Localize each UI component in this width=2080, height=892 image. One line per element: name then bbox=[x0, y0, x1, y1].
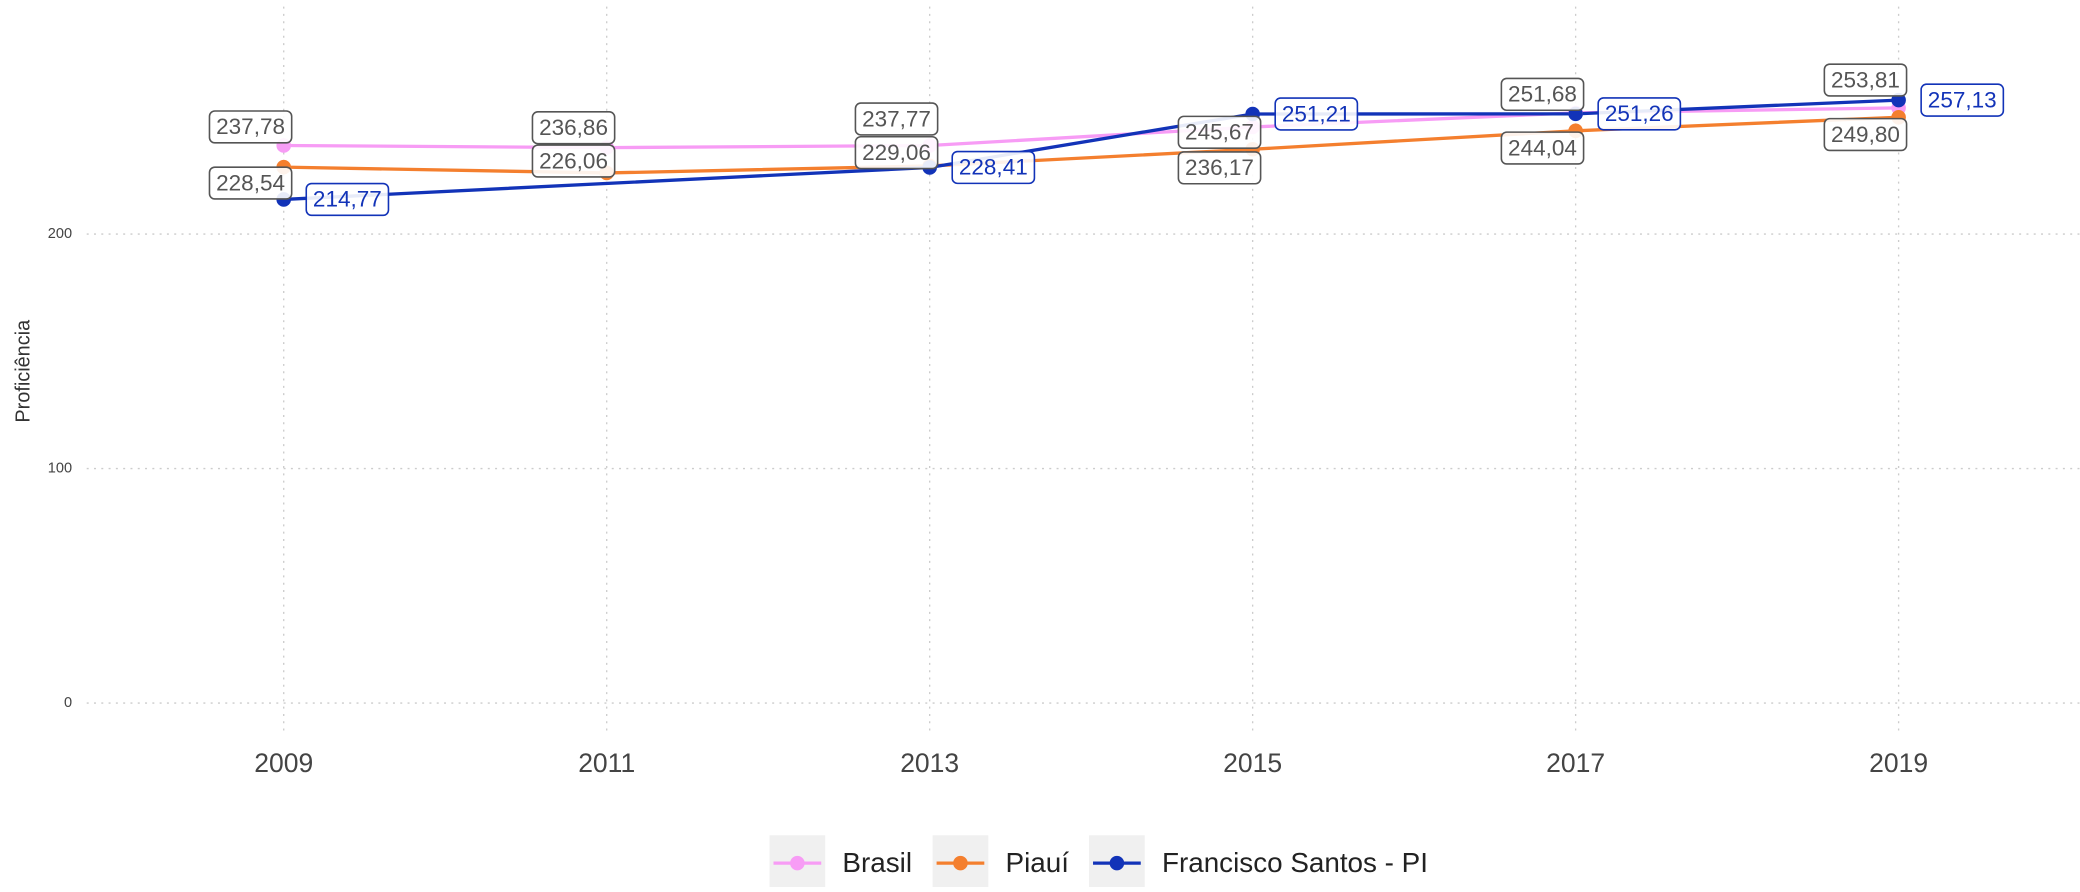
data-label: 251,26 bbox=[1597, 97, 1682, 131]
data-label-box bbox=[854, 135, 939, 170]
data-label: 244,04 bbox=[1500, 131, 1585, 165]
data-label-text: 226,06 bbox=[539, 148, 608, 173]
data-label-text: 228,41 bbox=[959, 155, 1028, 180]
data-label: 237,78 bbox=[208, 110, 293, 144]
data-label-text: 228,54 bbox=[216, 170, 285, 195]
legend-key-point bbox=[1109, 855, 1125, 871]
data-label-box bbox=[1500, 77, 1585, 112]
data-label: 236,17 bbox=[1177, 151, 1262, 185]
data-label-box bbox=[208, 166, 293, 200]
data-label: 226,06 bbox=[531, 144, 616, 178]
data-label-box bbox=[1274, 97, 1359, 131]
data-label-box bbox=[951, 150, 1036, 185]
data-label-text: 251,26 bbox=[1605, 101, 1674, 126]
legend-key-point bbox=[790, 855, 805, 871]
data-label-text: 214,77 bbox=[313, 187, 382, 212]
data-label-text: 249,80 bbox=[1831, 122, 1900, 147]
data-label-text: 237,77 bbox=[862, 106, 931, 131]
data-label-box bbox=[1177, 115, 1262, 149]
y-tick-label: 200 bbox=[48, 226, 72, 242]
data-label-box bbox=[531, 144, 616, 178]
legend-label: Piauí bbox=[1006, 847, 1070, 878]
x-tick-label: 2009 bbox=[254, 748, 313, 778]
x-tick-label: 2017 bbox=[1546, 748, 1605, 778]
legend-label: Francisco Santos - PI bbox=[1162, 847, 1428, 878]
data-label: 249,80 bbox=[1823, 117, 1908, 152]
y-tick-label: 100 bbox=[48, 460, 72, 476]
data-label-text: 245,67 bbox=[1185, 120, 1254, 145]
data-label-box bbox=[1177, 151, 1262, 185]
data-label: 257,13 bbox=[1920, 83, 2005, 117]
data-label: 251,68 bbox=[1500, 77, 1585, 112]
data-label-text: 236,17 bbox=[1185, 155, 1254, 180]
data-label-text: 251,68 bbox=[1508, 82, 1577, 107]
data-label-text: 244,04 bbox=[1508, 135, 1577, 160]
y-axis-label: Proficiência bbox=[13, 319, 35, 423]
x-tick-label: 2011 bbox=[578, 748, 635, 778]
data-label: 237,77 bbox=[854, 102, 939, 136]
data-label: 214,77 bbox=[305, 182, 390, 217]
legend-label: Brasil bbox=[842, 847, 912, 878]
data-label-box bbox=[208, 110, 293, 144]
data-label: 229,06 bbox=[854, 135, 939, 170]
data-label: 253,81 bbox=[1823, 63, 1908, 97]
x-tick-label: 2013 bbox=[900, 748, 959, 778]
data-label: 228,41 bbox=[951, 150, 1036, 185]
x-tick-label: 2015 bbox=[1223, 748, 1282, 778]
data-label-box bbox=[305, 182, 390, 217]
data-label-text: 237,78 bbox=[216, 114, 285, 139]
data-label-text: 229,06 bbox=[862, 140, 931, 165]
data-label-text: 251,21 bbox=[1282, 101, 1351, 126]
data-label-text: 257,13 bbox=[1928, 87, 1997, 112]
data-label: 236,86 bbox=[531, 111, 616, 145]
data-label-text: 236,86 bbox=[539, 115, 608, 140]
data-label-box bbox=[854, 102, 939, 136]
data-label-box bbox=[531, 111, 616, 145]
legend-key-point bbox=[953, 855, 968, 871]
data-label-box bbox=[1823, 63, 1908, 97]
data-label-box bbox=[1500, 131, 1585, 165]
data-label-box bbox=[1823, 117, 1908, 152]
data-label: 251,21 bbox=[1274, 97, 1359, 131]
data-label: 228,54 bbox=[208, 166, 293, 200]
data-label-box bbox=[1920, 83, 2005, 117]
x-tick-label: 2019 bbox=[1869, 748, 1928, 778]
data-label-box bbox=[1597, 97, 1682, 131]
y-tick-label: 0 bbox=[64, 695, 72, 711]
data-label: 245,67 bbox=[1177, 115, 1262, 149]
data-label-text: 253,81 bbox=[1831, 67, 1900, 92]
